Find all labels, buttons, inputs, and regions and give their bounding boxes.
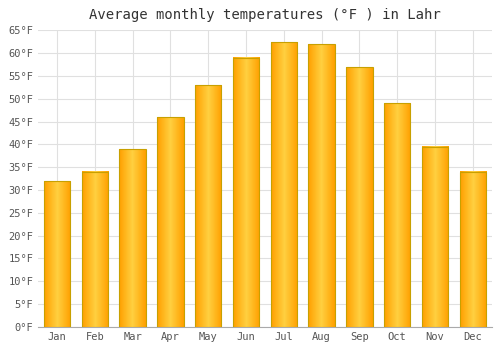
Bar [270, 42, 297, 327]
Bar [195, 85, 222, 327]
Bar [120, 149, 146, 327]
Bar [308, 44, 335, 327]
Bar [460, 172, 486, 327]
Bar [233, 58, 260, 327]
Bar [384, 103, 410, 327]
Bar [44, 181, 70, 327]
Bar [346, 67, 372, 327]
Bar [422, 147, 448, 327]
Bar [82, 172, 108, 327]
Bar [157, 117, 184, 327]
Title: Average monthly temperatures (°F ) in Lahr: Average monthly temperatures (°F ) in La… [89, 8, 441, 22]
